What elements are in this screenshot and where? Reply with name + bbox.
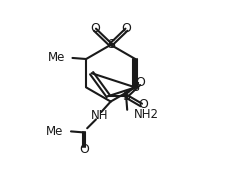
Text: S: S (107, 38, 115, 51)
Text: NH: NH (90, 109, 108, 122)
Text: S: S (122, 90, 130, 103)
Text: O: O (79, 143, 89, 156)
Text: O: O (121, 22, 132, 35)
Text: O: O (90, 22, 100, 35)
Text: S: S (131, 81, 139, 94)
Text: NH2: NH2 (134, 107, 158, 120)
Text: Me: Me (48, 51, 65, 64)
Text: Me: Me (46, 125, 63, 138)
Text: O: O (135, 76, 145, 89)
Text: O: O (139, 98, 148, 111)
